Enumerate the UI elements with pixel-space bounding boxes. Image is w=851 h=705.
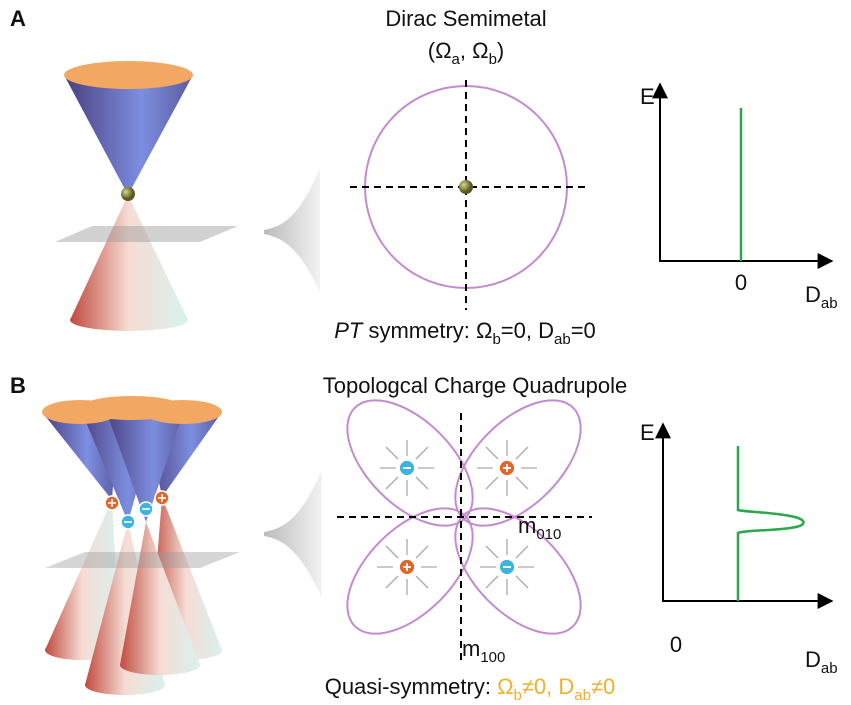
flare	[264, 470, 322, 598]
subscript: 100	[480, 649, 505, 666]
subscript: b	[492, 331, 500, 348]
panel-label: A	[10, 6, 26, 31]
subscript: 010	[536, 526, 561, 543]
plot-b	[662, 424, 832, 601]
x-zero-label: 0	[735, 270, 747, 295]
text-run: )	[497, 38, 504, 63]
text-run: ,	[460, 38, 472, 63]
x-zero-label: 0	[670, 632, 682, 657]
symbol: D	[538, 318, 554, 343]
figure: A Dirac Semimetal (Ωa, Ωb) E 0 Dab PT sy…	[0, 0, 851, 705]
y-axis-label: E	[640, 84, 655, 109]
caption: Quasi-symmetry: Ωb≠0, Dab≠0	[325, 674, 616, 704]
dirac-point	[459, 180, 473, 194]
text-run: Quasi-symmetry:	[325, 674, 497, 699]
plot-a	[659, 84, 832, 261]
text-run: =0	[571, 318, 596, 343]
symbol: m	[518, 513, 536, 538]
panel-title: Dirac Semimetal	[385, 6, 546, 31]
flare	[264, 168, 320, 292]
subscript: ab	[821, 295, 838, 312]
caption: PT symmetry: Ωb=0, Dab=0	[334, 318, 596, 348]
subscript: ab	[554, 331, 571, 348]
subscript: b	[514, 687, 522, 704]
text-run: symmetry:	[362, 318, 476, 343]
symbol: D	[805, 647, 821, 672]
subscript: b	[489, 51, 497, 68]
panel-title: Topologcal Charge Quadrupole	[323, 373, 628, 398]
symbol: Ω	[497, 674, 513, 699]
subscript: ab	[821, 660, 838, 677]
panel-subtitle: (Ωa, Ωb)	[428, 38, 504, 68]
x-axis-label: Dab	[805, 647, 838, 677]
y-axis-label: E	[640, 420, 655, 445]
symbol: D	[558, 674, 574, 699]
text-run: ≠0,	[522, 674, 559, 699]
dirac-cone	[55, 61, 238, 331]
text-run: ≠0	[591, 674, 615, 699]
panel-label: B	[10, 373, 26, 398]
symbol: Ω	[472, 38, 488, 63]
subscript: ab	[574, 687, 591, 704]
symbol: m	[462, 636, 480, 661]
x-axis-label: Dab	[805, 282, 838, 312]
symbol: Ω	[476, 318, 492, 343]
symbol: Ω	[435, 38, 451, 63]
symbol: D	[805, 282, 821, 307]
quadrupole-cones	[42, 396, 240, 695]
mirror-label: m100	[462, 636, 505, 666]
text-run: =0,	[501, 318, 538, 343]
italic-run: PT	[334, 318, 364, 343]
